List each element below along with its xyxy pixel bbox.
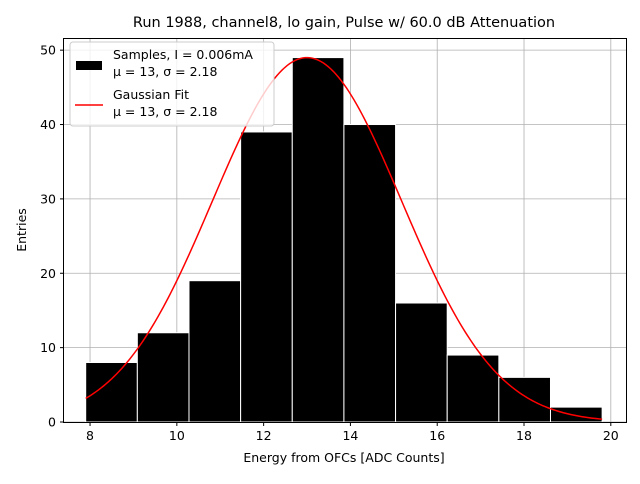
- histogram-bar: [549, 406, 603, 423]
- x-tick-label: 20: [603, 428, 619, 443]
- x-tick-label: 8: [86, 428, 94, 443]
- x-axis-label: Energy from OFCs [ADC Counts]: [243, 450, 444, 465]
- bars: [85, 57, 603, 423]
- y-tick-label: 50: [40, 43, 56, 58]
- gaussian-fit-line: [85, 56, 603, 420]
- y-axis-label: Entries: [14, 208, 29, 252]
- x-tick-label: 12: [256, 428, 272, 443]
- histogram-bar: [291, 57, 345, 423]
- histogram-bar: [188, 280, 242, 423]
- histogram-bar: [240, 131, 293, 423]
- plot-frame: [63, 38, 627, 423]
- chart-title: Run 1988, channel8, lo gain, Pulse w/ 60…: [133, 15, 555, 31]
- legend-label-samples: Samples, I = 0.006mA: [113, 47, 253, 62]
- legend-box: [69, 41, 275, 127]
- legend: Samples, I = 0.006mA μ = 13, σ = 2.18 Ga…: [69, 41, 275, 127]
- x-tick-label: 10: [169, 428, 185, 443]
- histogram-bar: [136, 332, 190, 423]
- x-tick-label: 18: [516, 428, 532, 443]
- y-tick-label: 10: [40, 340, 56, 355]
- legend-label-fit: Gaussian Fit: [113, 87, 189, 102]
- legend-sublabel-samples: μ = 13, σ = 2.18: [113, 64, 217, 79]
- y-tick-label: 20: [40, 266, 56, 281]
- histogram-bar: [395, 302, 448, 423]
- legend-patch-samples: [76, 61, 102, 70]
- y-tick-label: 0: [48, 415, 56, 430]
- y-tick-label: 40: [40, 117, 56, 132]
- histogram-bar: [498, 376, 551, 423]
- histogram-bar: [446, 354, 500, 423]
- legend-sublabel-fit: μ = 13, σ = 2.18: [113, 104, 217, 119]
- y-tick-label: 30: [40, 191, 56, 206]
- x-tick-label: 14: [342, 428, 358, 443]
- histogram-bar: [85, 362, 138, 423]
- x-ticks: 8 10 12 14 16 18 20: [86, 422, 619, 443]
- y-ticks: 0 10 20 30 40 50: [40, 43, 64, 430]
- x-tick-label: 16: [429, 428, 445, 443]
